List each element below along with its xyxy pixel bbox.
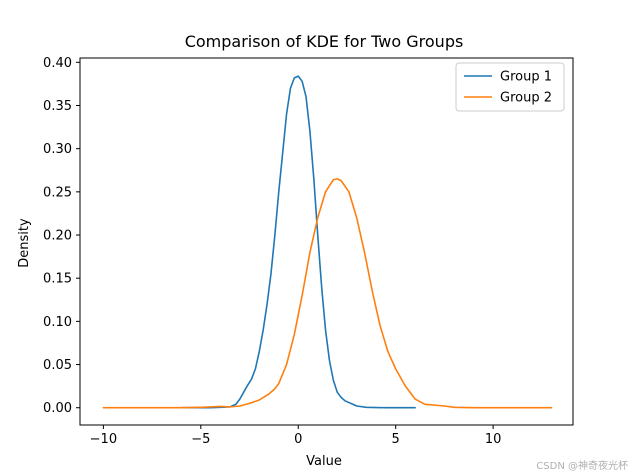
axes-frame: [79, 57, 574, 426]
y-tick-label: 0.05: [43, 358, 72, 373]
y-tick-label: 0.20: [43, 229, 72, 244]
legend: Group 1 Group 2: [455, 62, 565, 112]
y-tick-label: 0.30: [43, 142, 72, 157]
x-tick-label: 10: [485, 432, 502, 447]
series-line-1: [180, 75, 416, 409]
x-tick-label: 5: [392, 432, 400, 447]
y-tick-label: 0.10: [43, 315, 72, 330]
y-tick-label: 0.15: [43, 272, 72, 287]
legend-label-1: Group 1: [500, 70, 552, 85]
y-axis-label: Density: [17, 218, 32, 268]
x-tick-label: −10: [90, 432, 117, 447]
watermark-text: CSDN @神奇夜光杯: [536, 459, 628, 472]
y-tick-label: 0.40: [43, 56, 72, 71]
series-line-2: [102, 178, 553, 409]
legend-box: [455, 62, 565, 112]
chart-title: Comparison of KDE for Two Groups: [185, 32, 464, 51]
y-tick-label: 0.35: [43, 99, 72, 114]
plot-area: −10 −5 0 5 10 0.00 0.05 0.10 0.15 0.20 0.25 0.30 0.3…: [43, 56, 574, 447]
y-tick-label: 0.00: [43, 401, 72, 416]
y-tick-label: 0.25: [43, 185, 72, 200]
x-tick-label: −5: [191, 432, 210, 447]
legend-label-2: Group 2: [500, 91, 552, 106]
x-axis-label: Value: [306, 454, 342, 469]
series-lines: [102, 75, 553, 409]
x-tick-label: 0: [294, 432, 302, 447]
